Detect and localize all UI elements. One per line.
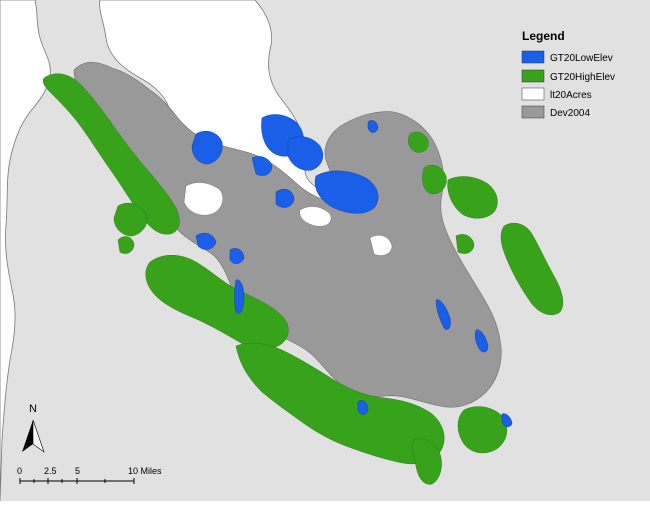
ocean-area	[0, 0, 51, 502]
green-region-north	[408, 131, 429, 153]
scale-bar-ticks	[19, 478, 135, 484]
blue-region-small	[367, 120, 379, 133]
blue-region-small	[275, 189, 295, 208]
blue-region-strip-east	[474, 329, 489, 353]
blue-region-strip-east	[435, 299, 451, 330]
legend-swatch-lt20acres	[521, 87, 545, 101]
north-arrow: N	[22, 403, 45, 453]
green-region-south-tail	[412, 438, 442, 485]
green-region-east-1	[422, 165, 447, 195]
gt20highelev-layer	[43, 73, 564, 485]
blue-region-small	[251, 156, 273, 176]
green-region-east-3	[500, 223, 564, 315]
green-region-east-2	[447, 176, 498, 219]
legend-label-lt20acres: lt20Acres	[550, 90, 592, 101]
scale-tick-label: 0	[17, 466, 22, 476]
legend-label-dev2004: Dev2004	[550, 108, 590, 119]
blue-region-bay-west	[191, 131, 223, 165]
scale-bar: 0 2.5 5 10 Miles	[17, 466, 162, 484]
legend-title: Legend	[522, 29, 565, 43]
legend-swatch-gt20lowelev	[521, 50, 545, 64]
lt20acres-patch	[183, 182, 223, 216]
north-arrow-half	[32, 419, 45, 453]
gt20lowelev-layer	[191, 114, 513, 427]
green-region-west-patch	[113, 203, 148, 237]
scale-tick-label: 5	[75, 466, 80, 476]
north-label: N	[29, 403, 37, 415]
legend-label-gt20lowelev: GT20LowElev	[550, 53, 613, 64]
legend-label-gt20highelev: GT20HighElev	[550, 72, 615, 83]
legend: Legend GT20LowElev GT20HighElev lt20Acre…	[518, 26, 638, 126]
green-region-west-patch	[117, 236, 135, 254]
green-region-east-4	[455, 234, 475, 254]
blue-region-small	[357, 400, 369, 415]
green-region-west-ridge	[43, 73, 180, 235]
blue-region-strip	[234, 279, 245, 314]
blue-region-bay-south	[314, 170, 379, 214]
blue-region-bay-east	[287, 136, 323, 171]
lt20acres-patch	[299, 206, 332, 227]
lt20acres-patch	[369, 235, 393, 256]
green-region-south	[235, 342, 445, 465]
blue-region-small	[501, 413, 513, 427]
legend-swatch-gt20highelev	[521, 69, 545, 83]
scale-tick-label: 10 Miles	[128, 466, 162, 476]
blue-region-small	[229, 248, 245, 264]
green-region-southwest	[145, 255, 289, 350]
blue-region-small	[195, 232, 217, 250]
scale-tick-label: 2.5	[44, 466, 57, 476]
green-region-southeast	[457, 406, 508, 454]
legend-swatch-dev2004	[521, 105, 545, 119]
